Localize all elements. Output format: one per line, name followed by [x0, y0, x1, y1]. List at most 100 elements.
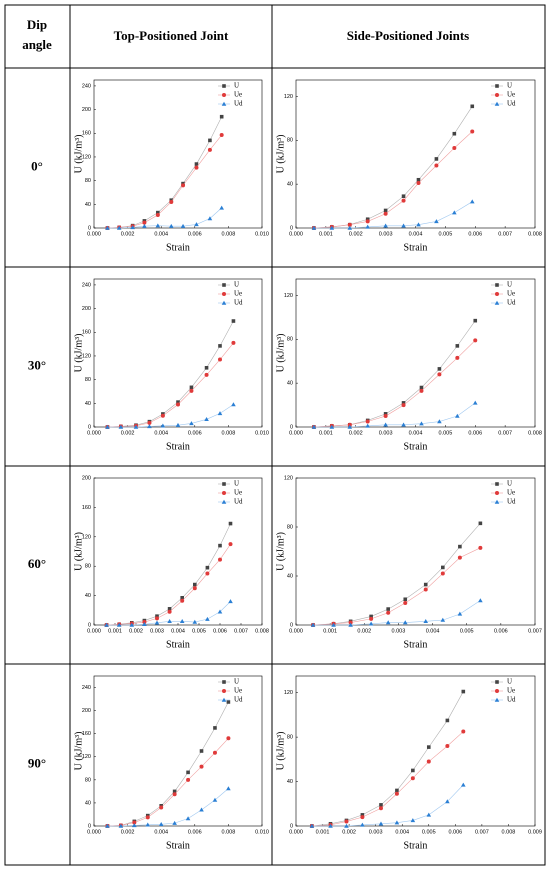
- marker-circle: [365, 419, 370, 424]
- x-tick-label: 0.005: [422, 829, 436, 835]
- table-grid: [4, 4, 546, 866]
- marker-triangle: [231, 402, 236, 407]
- marker-square: [199, 749, 204, 753]
- marker-triangle: [105, 225, 110, 230]
- marker-circle: [344, 819, 349, 824]
- series-line: [313, 523, 481, 626]
- marker-triangle: [365, 224, 370, 229]
- marker-triangle: [204, 417, 209, 422]
- series-line: [313, 320, 476, 428]
- x-tick-label: 0.006: [468, 430, 482, 436]
- x-tick-label: 0.004: [409, 231, 423, 237]
- marker-triangle: [368, 621, 374, 626]
- marker-triangle: [329, 424, 335, 429]
- marker-triangle: [116, 622, 122, 627]
- marker-triangle: [423, 619, 429, 624]
- legend-label: Ue: [234, 91, 242, 99]
- x-tick-label: 0.004: [426, 628, 440, 634]
- y-tick-label: 120: [284, 690, 293, 696]
- marker-circle: [473, 338, 478, 343]
- marker-triangle: [360, 822, 365, 827]
- legend-label: U: [234, 82, 239, 90]
- marker-triangle: [461, 782, 466, 787]
- marker-triangle: [142, 621, 147, 626]
- marker-triangle: [133, 424, 139, 429]
- marker-circle: [378, 806, 383, 811]
- marker-triangle: [494, 499, 500, 504]
- x-tick-label: 0.003: [379, 430, 393, 436]
- legend-label: Ud: [507, 100, 516, 108]
- x-tick-label: 0.006: [188, 231, 202, 237]
- marker-triangle: [434, 219, 439, 224]
- legend-label: Ue: [507, 91, 515, 99]
- marker-circle: [186, 777, 191, 782]
- y-tick-label: 80: [287, 138, 293, 144]
- marker-circle: [470, 129, 475, 134]
- marker-circle: [207, 147, 212, 152]
- marker-triangle: [378, 821, 384, 826]
- marker-circle: [222, 93, 226, 97]
- x-axis-label: Strain: [404, 639, 428, 650]
- plot-frame: [93, 675, 263, 827]
- legend-label: U: [234, 281, 239, 289]
- marker-triangle: [347, 225, 353, 230]
- row-label: 90°: [28, 755, 46, 770]
- marker-square: [231, 319, 236, 323]
- marker-square: [495, 482, 499, 486]
- chart: 0.000 0.001 0.002 0.003 0.004 0.005 0.006 0.007…: [73, 475, 269, 650]
- marker-square: [403, 597, 408, 602]
- marker-circle: [159, 805, 164, 810]
- y-tick-label: 0: [290, 823, 293, 829]
- marker-square: [365, 217, 370, 222]
- y-tick-label: 120: [82, 154, 91, 160]
- legend-label: Ue: [507, 489, 515, 497]
- marker-circle: [365, 219, 370, 224]
- marker-triangle: [344, 823, 349, 828]
- marker-triangle: [160, 423, 166, 428]
- marker-triangle: [154, 620, 160, 625]
- marker-triangle: [180, 223, 186, 228]
- x-tick-label: 0.000: [87, 829, 101, 835]
- marker-circle: [132, 820, 137, 825]
- marker-triangle: [212, 797, 218, 802]
- marker-triangle: [455, 413, 460, 418]
- y-tick-label: 120: [82, 754, 91, 760]
- x-tick-label: 0.004: [154, 829, 168, 835]
- series-line: [107, 207, 222, 229]
- series-line: [311, 691, 464, 827]
- y-tick-label: 160: [82, 731, 91, 737]
- marker-circle: [194, 165, 199, 170]
- x-tick-label: 0.010: [255, 430, 269, 436]
- marker-triangle: [494, 300, 500, 305]
- x-axis-label: Strain: [166, 840, 190, 851]
- legend-label: Ud: [234, 299, 243, 307]
- marker-triangle: [217, 411, 223, 416]
- marker-circle: [495, 491, 499, 495]
- marker-triangle: [145, 822, 151, 827]
- series-line: [107, 342, 234, 428]
- y-tick-label: 80: [85, 178, 91, 184]
- marker-square: [218, 543, 222, 548]
- marker-circle: [348, 620, 353, 625]
- marker-square: [204, 366, 209, 370]
- chart: 0.000 0.001 0.002 0.003 0.004 0.005 0.006 0.007…: [275, 278, 542, 452]
- x-tick-label: 0.000: [289, 430, 303, 436]
- marker-triangle: [426, 812, 432, 817]
- marker-triangle: [194, 222, 199, 227]
- marker-triangle: [175, 422, 181, 427]
- marker-triangle: [221, 300, 227, 305]
- y-tick-label: 0: [88, 622, 91, 628]
- marker-circle: [401, 403, 406, 408]
- marker-triangle: [228, 599, 233, 604]
- marker-triangle: [494, 101, 500, 106]
- marker-circle: [383, 211, 388, 216]
- x-tick-label: 0.001: [323, 628, 337, 634]
- marker-square: [379, 803, 383, 807]
- marker-square: [401, 401, 406, 405]
- marker-square: [419, 385, 424, 390]
- marker-triangle: [130, 225, 135, 230]
- marker-triangle: [365, 423, 370, 428]
- marker-triangle: [105, 424, 110, 429]
- y-tick-label: 240: [82, 282, 91, 288]
- marker-circle: [155, 616, 159, 621]
